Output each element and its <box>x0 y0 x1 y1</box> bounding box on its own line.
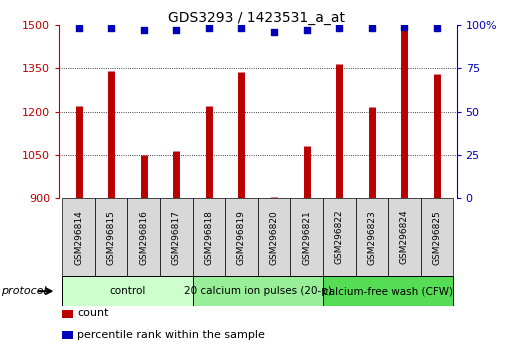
Point <box>400 24 408 29</box>
Bar <box>356 198 388 276</box>
Point <box>140 27 148 33</box>
Text: GDS3293 / 1423531_a_at: GDS3293 / 1423531_a_at <box>168 11 345 25</box>
Bar <box>95 198 127 276</box>
Text: calcium-free wash (CFW): calcium-free wash (CFW) <box>323 286 453 296</box>
Bar <box>62 198 95 276</box>
Bar <box>127 198 160 276</box>
Text: GSM296823: GSM296823 <box>367 210 377 264</box>
Text: GSM296820: GSM296820 <box>269 210 279 264</box>
Bar <box>62 276 192 306</box>
Bar <box>323 198 356 276</box>
Text: percentile rank within the sample: percentile rank within the sample <box>77 330 265 339</box>
Point <box>172 27 181 33</box>
Text: protocol: protocol <box>1 286 47 296</box>
Point <box>335 25 343 31</box>
Text: GSM296821: GSM296821 <box>302 210 311 264</box>
Text: GSM296816: GSM296816 <box>139 210 148 265</box>
Point <box>433 25 441 31</box>
Bar <box>323 276 453 306</box>
Point <box>74 25 83 31</box>
Point <box>303 27 311 33</box>
Bar <box>192 198 225 276</box>
Text: GSM296825: GSM296825 <box>432 210 442 264</box>
Text: GSM296815: GSM296815 <box>107 210 115 265</box>
Text: GSM296819: GSM296819 <box>237 210 246 265</box>
Bar <box>258 198 290 276</box>
Bar <box>62 331 73 339</box>
Point <box>270 29 278 35</box>
Bar <box>388 198 421 276</box>
Point <box>238 25 246 31</box>
Text: control: control <box>109 286 146 296</box>
Text: GSM296822: GSM296822 <box>335 210 344 264</box>
Bar <box>290 198 323 276</box>
Point <box>368 25 376 31</box>
Bar <box>192 276 323 306</box>
Text: 20 calcium ion pulses (20-p): 20 calcium ion pulses (20-p) <box>184 286 332 296</box>
Bar <box>225 198 258 276</box>
Text: GSM296814: GSM296814 <box>74 210 83 264</box>
Text: count: count <box>77 308 108 318</box>
Point <box>205 25 213 31</box>
Point <box>107 25 115 31</box>
Text: GSM296824: GSM296824 <box>400 210 409 264</box>
Bar <box>421 198 453 276</box>
Text: GSM296818: GSM296818 <box>204 210 213 265</box>
Bar <box>62 310 73 318</box>
Bar <box>160 198 192 276</box>
Text: GSM296817: GSM296817 <box>172 210 181 265</box>
